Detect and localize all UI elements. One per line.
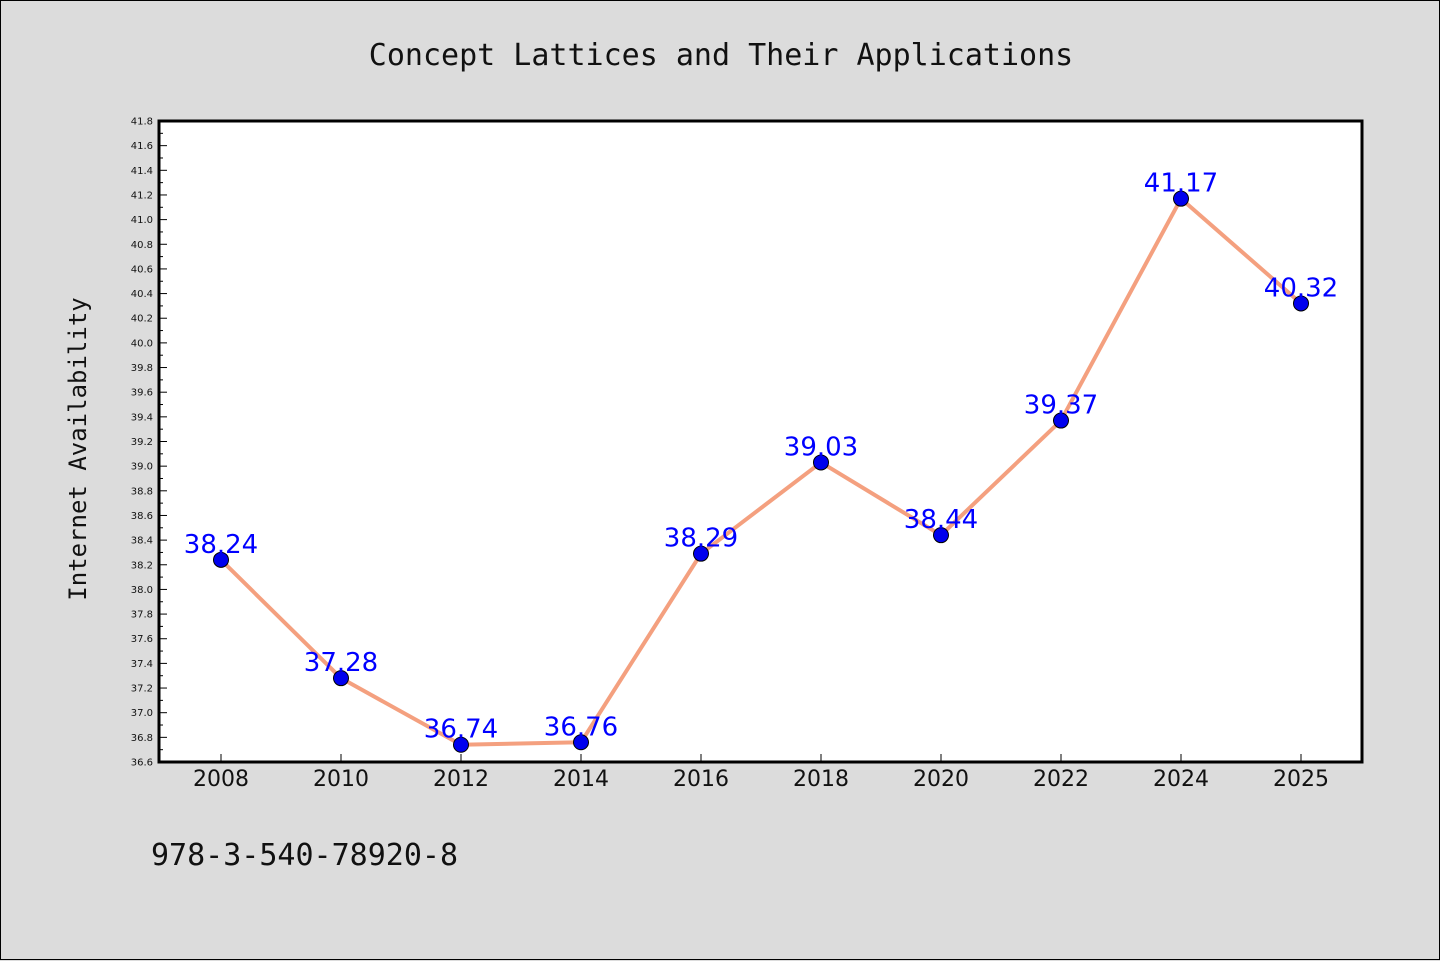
y-tick-label: 39.4	[131, 412, 153, 423]
y-tick-label: 41.4	[131, 166, 153, 177]
data-point	[933, 527, 949, 544]
y-tick-label: 40.4	[131, 289, 153, 300]
y-tick-label: 37.6	[131, 634, 153, 645]
x-tick-label: 2012	[433, 767, 489, 792]
x-tick-label: 2014	[553, 767, 609, 792]
data-label: 40.32	[1264, 273, 1338, 303]
y-tick-label: 38.0	[131, 585, 153, 596]
data-point	[693, 545, 709, 562]
y-tick-label: 36.8	[131, 733, 153, 744]
y-tick-label: 40.2	[131, 314, 153, 325]
plot-area	[157, 119, 1364, 764]
data-point	[1173, 190, 1189, 207]
y-tick-label: 40.0	[131, 338, 153, 349]
data-point	[333, 670, 349, 687]
y-tick-label: 39.6	[131, 388, 153, 399]
data-point	[1053, 412, 1069, 429]
data-label: 38.29	[664, 524, 738, 554]
y-tick-label: 37.4	[131, 659, 153, 670]
y-tick-label: 41.6	[131, 141, 153, 152]
data-point	[813, 454, 829, 471]
y-tick-label: 37.2	[131, 684, 153, 695]
data-point	[213, 551, 229, 568]
x-tick-label: 2010	[313, 767, 369, 792]
data-label: 39.03	[784, 432, 858, 462]
data-label: 36.74	[424, 715, 498, 745]
data-label: 36.76	[544, 712, 618, 742]
data-label: 38.44	[904, 505, 978, 535]
y-tick-label: 36.6	[131, 758, 153, 769]
data-point	[453, 736, 469, 753]
y-tick-label: 37.8	[131, 610, 153, 621]
y-tick-label: 40.8	[131, 240, 153, 251]
x-axis-ticks: 2008 2010 2012 2014 2016 2018 2020 2022 2024 2025	[193, 754, 1329, 792]
x-tick-label: 2022	[1033, 767, 1089, 792]
data-label: 39.37	[1024, 391, 1098, 421]
y-axis-ticks: 36.6 36.8 37.0 37.2 37.4 37.6 37.8 38.0 38.2 38.4…	[131, 117, 167, 769]
x-tick-label: 2016	[673, 767, 729, 792]
series-layer: 38.24 37.28 36.74 36.76 38.29 39.03 38.44 39.37…	[184, 169, 1338, 753]
y-tick-label: 40.6	[131, 264, 153, 275]
y-tick-label: 39.8	[131, 363, 153, 374]
series-line	[219, 196, 1303, 747]
y-tick-label: 41.8	[131, 117, 153, 128]
data-label: 41.17	[1144, 169, 1218, 199]
data-label: 38.24	[184, 530, 258, 560]
x-tick-label: 2020	[913, 767, 969, 792]
y-tick-label: 38.6	[131, 511, 153, 522]
y-tick-label: 39.0	[131, 462, 153, 473]
data-point	[1293, 295, 1309, 312]
data-point	[573, 734, 589, 751]
y-tick-label: 39.2	[131, 437, 153, 448]
data-label: 37.28	[304, 648, 378, 678]
x-tick-label: 2018	[793, 767, 849, 792]
y-tick-label: 37.0	[131, 708, 153, 719]
y-tick-label: 38.8	[131, 486, 153, 497]
y-tick-label: 41.0	[131, 215, 153, 226]
y-tick-label: 38.2	[131, 560, 153, 571]
chart-title: Concept Lattices and Their Applications	[369, 38, 1073, 73]
x-tick-label: 2008	[193, 767, 249, 792]
y-tick-label: 41.2	[131, 190, 153, 201]
isbn-footnote: 978-3-540-78920-8	[151, 838, 458, 873]
x-tick-label: 2025	[1273, 767, 1329, 792]
x-tick-label: 2024	[1153, 767, 1209, 792]
y-tick-label: 38.4	[131, 536, 153, 547]
y-axis-label: Internet Availability	[64, 297, 92, 600]
